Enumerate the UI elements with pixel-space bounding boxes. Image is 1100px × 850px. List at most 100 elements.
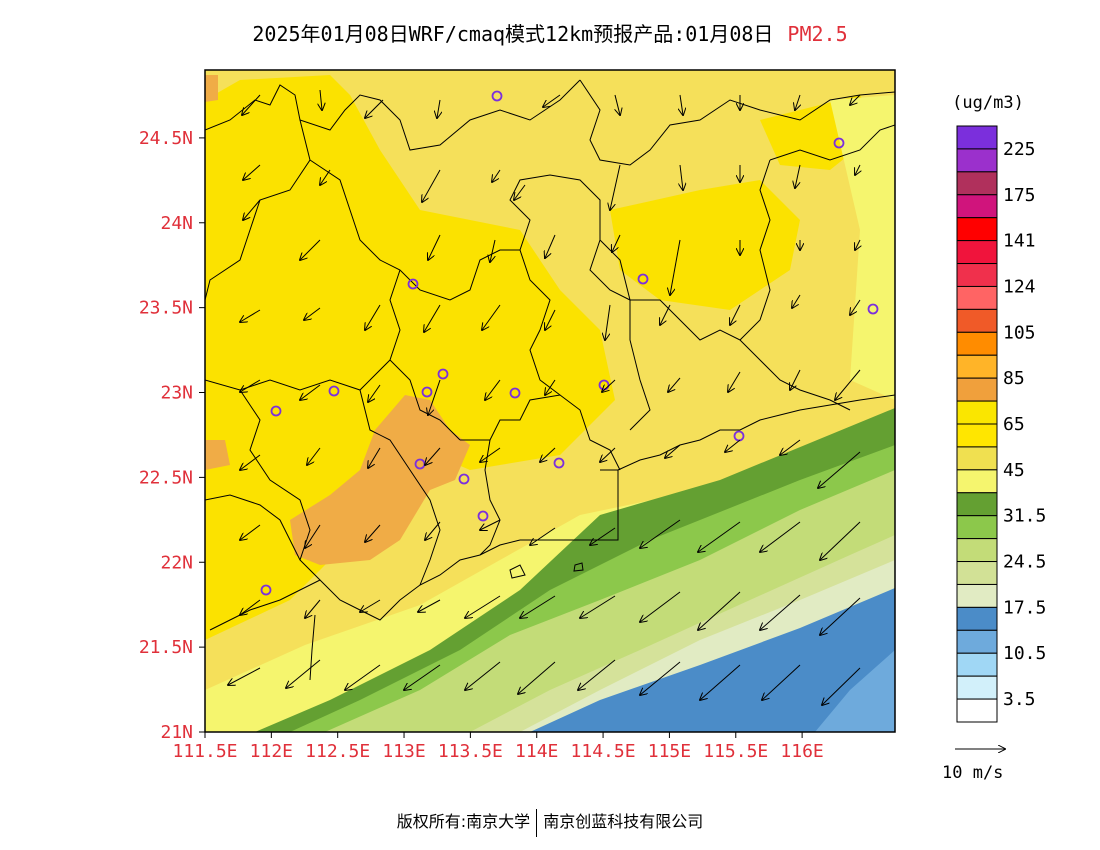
city-marker bbox=[270, 405, 282, 417]
wind-arrow bbox=[792, 294, 801, 308]
colorbar-label: 3.5 bbox=[1003, 689, 1036, 710]
lon-tick-label: 113E bbox=[382, 741, 425, 762]
city-marker bbox=[477, 510, 489, 522]
wind-arrow bbox=[365, 99, 384, 118]
colorbar-swatch bbox=[956, 263, 998, 287]
boundary-line bbox=[509, 174, 631, 301]
city-marker bbox=[637, 273, 649, 285]
wind-arrow bbox=[835, 369, 861, 400]
wind-arrow bbox=[820, 597, 861, 635]
wind-arrow bbox=[305, 599, 321, 618]
wind-arrow bbox=[670, 239, 681, 295]
wind-arrow bbox=[345, 664, 381, 690]
city-marker bbox=[491, 90, 503, 102]
boundary-line bbox=[519, 249, 561, 396]
wind-arrow bbox=[480, 519, 501, 530]
wind-arrow bbox=[615, 94, 620, 115]
field-85-plus-corner bbox=[205, 75, 218, 102]
wind-arrow bbox=[540, 447, 556, 462]
lon-tick-label: 111.5E bbox=[172, 741, 237, 762]
wind-arrow bbox=[243, 164, 261, 180]
coastline bbox=[209, 539, 521, 631]
boundary-line bbox=[599, 239, 631, 301]
wind-arrow bbox=[465, 595, 501, 618]
boundary-line bbox=[205, 494, 301, 561]
wind-arrow bbox=[300, 239, 321, 260]
city-marker bbox=[833, 137, 845, 149]
colorbar-label: 65 bbox=[1003, 414, 1025, 435]
boundary-line bbox=[389, 269, 461, 441]
wind-arrow bbox=[425, 521, 441, 540]
legend-unit: (ug/m3) bbox=[952, 93, 1024, 113]
colorbar-swatch bbox=[956, 125, 998, 150]
wind-arrow bbox=[543, 94, 561, 107]
colorbar-label: 17.5 bbox=[1003, 597, 1046, 618]
wind-arrow bbox=[518, 661, 556, 694]
lat-tick-label: 24.5N bbox=[139, 128, 193, 149]
city-marker bbox=[458, 473, 470, 485]
colorbar-label: 24.5 bbox=[1003, 552, 1046, 573]
colorbar-swatch bbox=[956, 675, 998, 700]
wind-arrow bbox=[422, 169, 441, 202]
wind-arrow bbox=[485, 379, 501, 400]
colorbar-swatch bbox=[956, 492, 998, 517]
wind-arrow bbox=[360, 599, 381, 612]
wind-arrow bbox=[698, 521, 741, 552]
wind-arrow bbox=[665, 444, 681, 458]
concentration-field bbox=[205, 70, 895, 732]
wind-arrow bbox=[490, 239, 496, 262]
colorbar-label: 31.5 bbox=[1003, 506, 1046, 527]
lat-tick-label: 24N bbox=[160, 213, 193, 234]
wind-arrow bbox=[680, 164, 683, 190]
variable-name: PM2.5 bbox=[787, 22, 848, 46]
chart-title: 2025年01月08日WRF/cmaq模式12km预报产品:01月08日 PM2.… bbox=[0, 18, 1100, 47]
field-45-light-east bbox=[830, 95, 895, 400]
lat-tick-label: 23N bbox=[160, 383, 193, 404]
colorbar-swatch bbox=[956, 148, 998, 173]
wind-arrow bbox=[605, 304, 611, 340]
colorbar-swatch bbox=[956, 285, 998, 310]
wind-arrow bbox=[514, 184, 526, 200]
wind-arrow bbox=[795, 164, 801, 188]
colorbar-swatch bbox=[956, 629, 998, 654]
latitude-axis: 24.5N 24N 23.5N 23N 22.5N 22N 21.5N 21N bbox=[139, 128, 205, 743]
colorbar-swatch bbox=[956, 194, 998, 219]
lon-tick-label: 112.5E bbox=[305, 741, 370, 762]
colorbar-label: 85 bbox=[1003, 368, 1025, 389]
colorbar-swatch bbox=[956, 308, 998, 333]
wind-arrow bbox=[305, 524, 321, 548]
wind-arrow bbox=[822, 667, 861, 705]
wind-arrow bbox=[368, 447, 381, 468]
wind-arrow bbox=[725, 439, 741, 452]
city-marker bbox=[328, 385, 340, 397]
city-marker bbox=[421, 386, 433, 398]
wind-arrow bbox=[545, 309, 556, 330]
wind-arrow bbox=[698, 591, 741, 630]
city-marker bbox=[437, 368, 449, 380]
boundary-line bbox=[579, 79, 895, 166]
wind-arrow bbox=[578, 659, 616, 690]
field-65-85-north bbox=[610, 180, 800, 310]
wind-arrow bbox=[760, 521, 801, 552]
lon-tick-label: 116E bbox=[780, 741, 823, 762]
lon-tick-label: 112E bbox=[250, 741, 293, 762]
colorbar-swatch bbox=[956, 583, 998, 608]
lon-tick-label: 115.5E bbox=[703, 741, 768, 762]
wind-arrow bbox=[418, 599, 441, 612]
colorbar-swatch bbox=[956, 606, 998, 631]
wind-arrow bbox=[520, 595, 556, 618]
colorbar-swatch bbox=[956, 515, 998, 540]
city-marker bbox=[407, 278, 419, 290]
wind-arrow bbox=[425, 447, 441, 465]
wind-arrow bbox=[437, 99, 440, 118]
colorbar-label: 124 bbox=[1003, 276, 1036, 297]
colorbar-swatch bbox=[956, 469, 998, 494]
colorbar-label: 225 bbox=[1003, 139, 1036, 160]
boundary-line bbox=[630, 159, 771, 341]
colorbar-swatch bbox=[956, 354, 998, 379]
title-text: 2025年01月08日WRF/cmaq模式12km预报产品:01月08日 bbox=[252, 22, 774, 46]
copyright-left: 版权所有:南京大学 bbox=[396, 812, 531, 831]
wind-arrow bbox=[680, 94, 683, 115]
wind-arrow bbox=[640, 519, 681, 548]
colorbar-swatch bbox=[956, 171, 998, 196]
